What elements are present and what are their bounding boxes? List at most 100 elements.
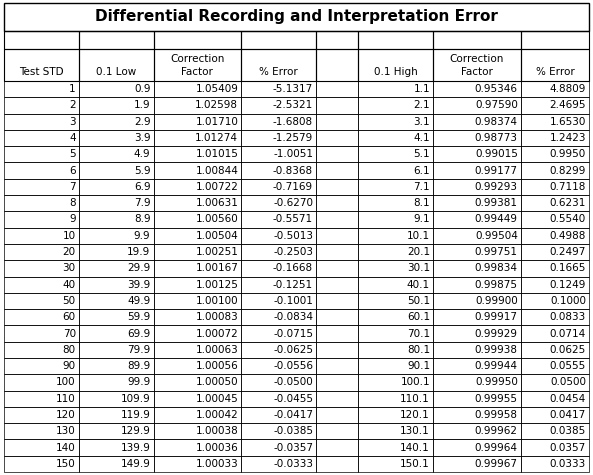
- Bar: [4, 130, 79, 146]
- Text: 0.5540: 0.5540: [550, 215, 586, 225]
- Bar: [521, 162, 589, 179]
- Bar: [433, 146, 521, 162]
- Text: Differential Recording and Interpretation Error: Differential Recording and Interpretatio…: [95, 10, 498, 25]
- Text: 0.4988: 0.4988: [550, 231, 586, 241]
- Text: 4: 4: [69, 133, 76, 143]
- Bar: [521, 260, 589, 276]
- Bar: [154, 342, 241, 358]
- Bar: [4, 81, 79, 97]
- Bar: [79, 81, 154, 97]
- Bar: [358, 342, 433, 358]
- Bar: [358, 114, 433, 130]
- Text: 80.1: 80.1: [407, 345, 430, 355]
- Text: 0.99955: 0.99955: [475, 394, 518, 404]
- Bar: [521, 293, 589, 309]
- Text: 0.1000: 0.1000: [550, 296, 586, 306]
- Bar: [358, 211, 433, 228]
- Bar: [154, 114, 241, 130]
- Bar: [521, 407, 589, 423]
- Bar: [433, 325, 521, 342]
- Bar: [154, 228, 241, 244]
- Text: 150.1: 150.1: [400, 459, 430, 469]
- Bar: [79, 179, 154, 195]
- Bar: [316, 439, 358, 456]
- Bar: [79, 228, 154, 244]
- Text: 1.00050: 1.00050: [196, 378, 238, 388]
- Bar: [241, 49, 316, 81]
- Text: 0.99962: 0.99962: [475, 426, 518, 436]
- Bar: [241, 423, 316, 439]
- Bar: [4, 439, 79, 456]
- Text: 139.9: 139.9: [120, 443, 151, 453]
- Bar: [79, 31, 154, 49]
- Bar: [4, 276, 79, 293]
- Bar: [154, 146, 241, 162]
- Bar: [241, 407, 316, 423]
- Text: -5.1317: -5.1317: [273, 84, 313, 94]
- Text: 20: 20: [63, 247, 76, 257]
- Text: -0.7169: -0.7169: [273, 182, 313, 192]
- Text: 8.9: 8.9: [134, 215, 151, 225]
- Bar: [521, 358, 589, 374]
- Text: 39.9: 39.9: [127, 280, 151, 290]
- Bar: [79, 260, 154, 276]
- Bar: [4, 195, 79, 211]
- Text: Factor: Factor: [181, 67, 213, 77]
- Bar: [241, 97, 316, 114]
- Bar: [154, 260, 241, 276]
- Text: 0.99751: 0.99751: [475, 247, 518, 257]
- Text: 69.9: 69.9: [127, 329, 151, 339]
- Bar: [4, 244, 79, 260]
- Text: 1.00560: 1.00560: [196, 215, 238, 225]
- Bar: [4, 31, 79, 49]
- Text: 0.99929: 0.99929: [475, 329, 518, 339]
- Bar: [241, 390, 316, 407]
- Text: 50: 50: [63, 296, 76, 306]
- Bar: [316, 228, 358, 244]
- Text: -1.6808: -1.6808: [273, 117, 313, 127]
- Bar: [521, 114, 589, 130]
- Text: 130.1: 130.1: [400, 426, 430, 436]
- Bar: [79, 293, 154, 309]
- Bar: [433, 407, 521, 423]
- Text: 1.00844: 1.00844: [195, 166, 238, 176]
- Text: 0.0714: 0.0714: [550, 329, 586, 339]
- Bar: [241, 293, 316, 309]
- Text: 0.98773: 0.98773: [475, 133, 518, 143]
- Text: 4.9: 4.9: [134, 149, 151, 159]
- Bar: [154, 162, 241, 179]
- Text: 90: 90: [63, 361, 76, 371]
- Text: 60: 60: [63, 312, 76, 322]
- Bar: [358, 130, 433, 146]
- Bar: [154, 211, 241, 228]
- Bar: [154, 423, 241, 439]
- Bar: [154, 309, 241, 325]
- Bar: [4, 423, 79, 439]
- Text: 9.9: 9.9: [134, 231, 151, 241]
- Bar: [316, 114, 358, 130]
- Bar: [79, 374, 154, 390]
- Text: 1.01274: 1.01274: [195, 133, 238, 143]
- Bar: [79, 146, 154, 162]
- Bar: [79, 407, 154, 423]
- Text: 4.1: 4.1: [413, 133, 430, 143]
- Bar: [433, 81, 521, 97]
- Bar: [358, 260, 433, 276]
- Bar: [4, 325, 79, 342]
- Text: 149.9: 149.9: [120, 459, 151, 469]
- Bar: [316, 49, 358, 81]
- Bar: [241, 179, 316, 195]
- Bar: [241, 146, 316, 162]
- Text: 59.9: 59.9: [127, 312, 151, 322]
- Bar: [154, 49, 241, 81]
- Bar: [433, 179, 521, 195]
- Text: 0.0625: 0.0625: [550, 345, 586, 355]
- Bar: [241, 31, 316, 49]
- Bar: [79, 439, 154, 456]
- Text: 2: 2: [69, 100, 76, 111]
- Bar: [4, 342, 79, 358]
- Text: 70: 70: [63, 329, 76, 339]
- Text: 80: 80: [63, 345, 76, 355]
- Bar: [316, 130, 358, 146]
- Bar: [316, 81, 358, 97]
